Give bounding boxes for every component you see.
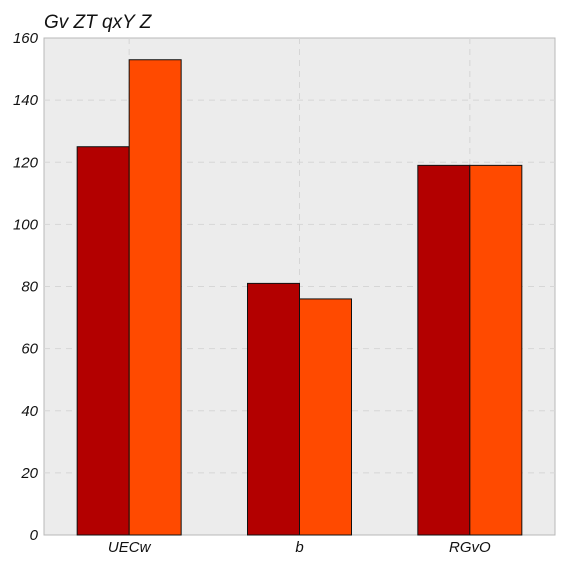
bar-series-1-RGvO xyxy=(417,164,471,536)
y-tick-label: 80 xyxy=(21,279,38,296)
x-tick-label: UECw xyxy=(108,539,152,556)
bar-series-2-RGvO xyxy=(469,164,523,536)
bar-series-1-UECw xyxy=(76,146,130,536)
tick-labels: 0 20 40 60 80 100 120 140 160 UECw b RGvO xyxy=(13,30,491,556)
y-tick-label: 0 xyxy=(30,527,39,544)
y-tick-label: 40 xyxy=(21,403,38,420)
bar-series-2-b xyxy=(299,298,352,536)
y-tick-label: 160 xyxy=(13,30,39,47)
chart-title: Gv ZT qxY Z xyxy=(44,12,153,33)
x-tick-label: b xyxy=(295,539,303,556)
y-tick-label: 120 xyxy=(13,154,39,171)
y-tick-label: 60 xyxy=(21,341,38,358)
x-tick-label: RGvO xyxy=(449,539,491,556)
y-tick-label: 140 xyxy=(13,92,39,109)
bar-series-2-UECw xyxy=(128,59,182,536)
y-tick-label: 100 xyxy=(13,216,39,233)
y-tick-label: 20 xyxy=(20,465,38,482)
bars xyxy=(76,59,523,536)
bar-series-1-b xyxy=(247,282,300,536)
